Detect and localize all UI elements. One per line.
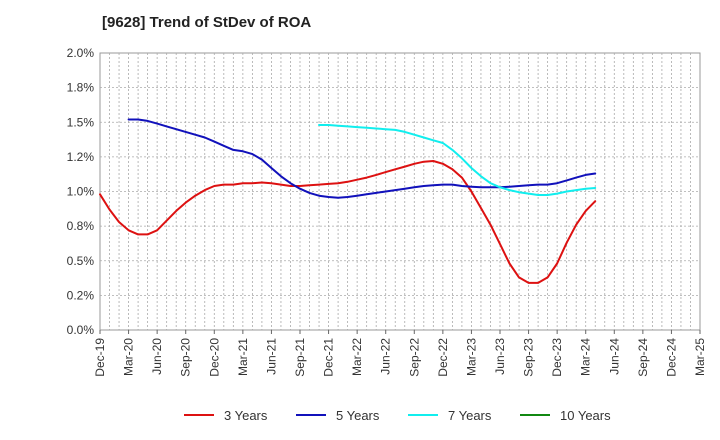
legend: 3 Years 5 Years 7 Years 10 Years (184, 408, 611, 423)
x-tick-label: Mar-24 (579, 338, 593, 376)
y-tick-label: 2.0% (67, 46, 95, 60)
legend-label: 7 Years (448, 408, 492, 423)
y-tick-label: 0.5% (67, 254, 95, 268)
y-tick-label: 1.8% (67, 81, 95, 95)
x-tick-label: Mar-22 (350, 338, 364, 376)
series-line-7-years (318, 124, 597, 196)
y-tick-label: 0.0% (67, 323, 95, 337)
x-tick-label: Sep-20 (179, 338, 193, 377)
grid-lines (100, 53, 700, 330)
y-tick-label: 0.8% (67, 219, 95, 233)
legend-label: 5 Years (336, 408, 380, 423)
legend-label: 10 Years (560, 408, 611, 423)
y-tick-label: 1.5% (67, 115, 95, 129)
series-line-5-years (127, 118, 597, 199)
x-tick-label: Dec-22 (436, 338, 450, 377)
series-lines (99, 118, 597, 284)
x-tick-label: Sep-21 (293, 338, 307, 377)
axes: 0.0% 0.2% 0.5% 0.8% 1.0% 1.2% 1.5% 1.8% 2.0% Dec-… (67, 46, 707, 377)
x-tick-label: Jun-24 (607, 338, 621, 375)
series-line-3-years (99, 160, 597, 284)
y-tick-label: 1.0% (67, 185, 95, 199)
x-tick-label: Jun-23 (493, 338, 507, 375)
x-tick-label: Jun-21 (264, 338, 278, 375)
x-tick-label: Dec-19 (93, 338, 107, 377)
y-tick-label: 0.2% (67, 288, 95, 302)
x-tick-label: Mar-25 (693, 338, 707, 376)
x-tick-label: Sep-22 (407, 338, 421, 377)
x-tick-label: Dec-21 (322, 338, 336, 377)
x-tick-label: Dec-23 (550, 338, 564, 377)
legend-label: 3 Years (224, 408, 268, 423)
x-tick-label: Jun-22 (379, 338, 393, 375)
chart-title: [9628] Trend of StDev of ROA (102, 14, 312, 31)
x-tick-label: Mar-21 (236, 338, 250, 376)
y-tick-label: 1.2% (67, 150, 95, 164)
x-tick-label: Dec-24 (664, 338, 678, 377)
x-tick-label: Mar-23 (464, 338, 478, 376)
x-tick-label: Sep-23 (522, 338, 536, 377)
x-tick-label: Mar-20 (122, 338, 136, 376)
x-tick-label: Sep-24 (636, 338, 650, 377)
x-tick-label: Jun-20 (150, 338, 164, 375)
x-tick-label: Dec-20 (207, 338, 221, 377)
